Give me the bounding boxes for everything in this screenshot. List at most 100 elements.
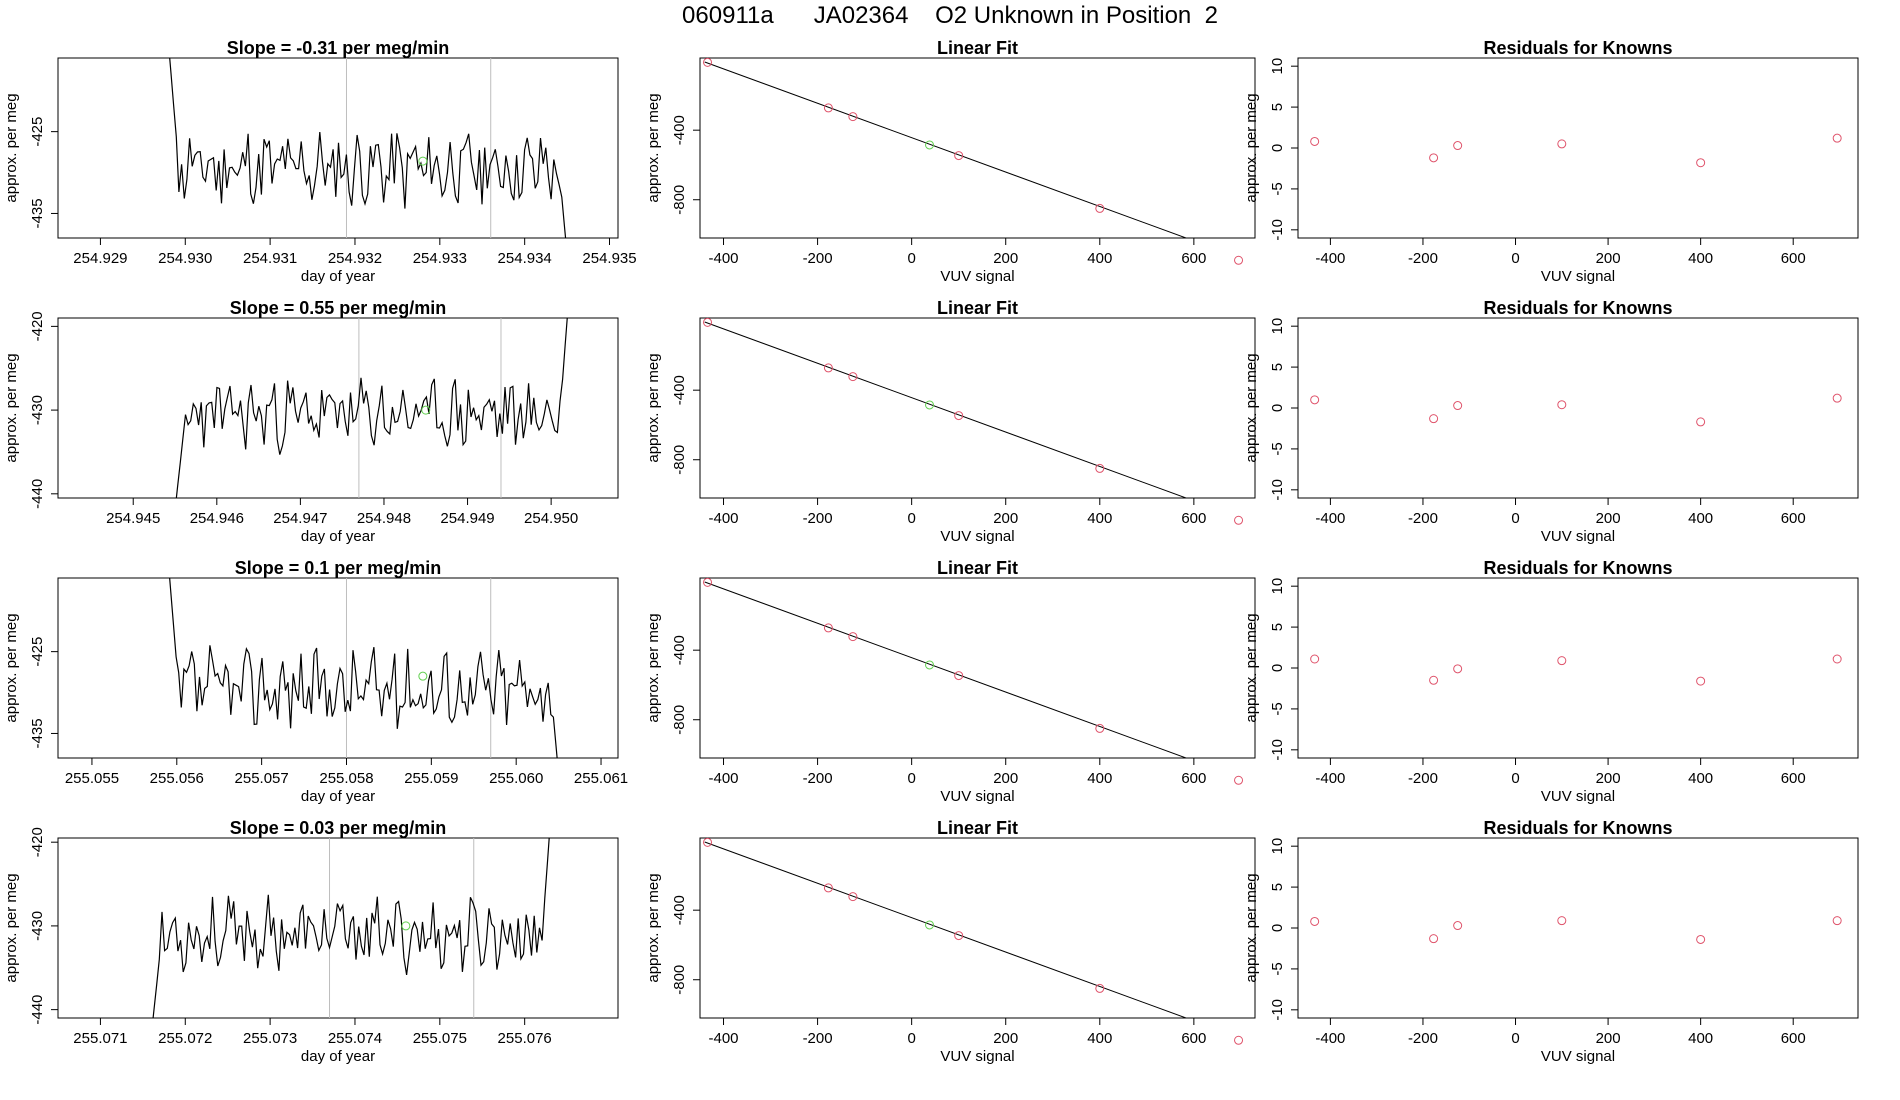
chart-panel-4: Slope = 0.55 per meg/min 254.945 254.946 25… [3,298,619,545]
y-tick-label: -425 [29,637,46,667]
y-tick-label: -10 [1269,739,1286,761]
x-tick-label: 254.935 [582,250,636,267]
known-point [1234,515,1244,525]
y-axis-label: approx. per meg [1243,353,1260,462]
x-tick-label: 400 [1087,1030,1112,1047]
known-point [848,632,858,642]
chart-panel-11: Linear Fit -400 -200 0 200 400 600 VUV signal -4… [645,818,1256,1065]
x-tick-label: -400 [1315,250,1345,267]
y-tick-label: 5 [1269,363,1286,371]
chart-title: Residuals for Knowns [1483,558,1672,578]
x-tick-label: -400 [1315,1030,1345,1047]
x-tick-label: 200 [993,1030,1018,1047]
x-tick-label: 255.076 [498,1030,552,1047]
x-tick-label: -200 [1408,1030,1438,1047]
known-point [1429,675,1439,685]
x-tick-label: -200 [803,1030,833,1047]
x-tick-label: 254.948 [357,510,411,527]
known-point [1696,158,1706,168]
x-tick-label: 0 [1511,770,1519,787]
x-tick-label: 254.929 [73,250,127,267]
x-axis-label: VUV signal [1541,528,1615,545]
known-point [1696,934,1706,944]
x-tick-label: 200 [993,770,1018,787]
plot-frame [1297,837,1859,1019]
x-tick-label: 255.075 [413,1030,467,1047]
known-point [703,837,713,847]
x-tick-label: 254.934 [498,250,552,267]
x-tick-label: -400 [709,1030,739,1047]
y-axis-label: approx. per meg [3,353,20,462]
x-tick-label: 200 [993,250,1018,267]
y-axis-label: approx. per meg [645,613,662,722]
x-tick-label: 400 [1688,250,1713,267]
x-tick-label: 400 [1688,1030,1713,1047]
y-tick-label: 10 [1269,318,1286,335]
known-point [954,151,964,161]
plot-frame [1297,317,1859,499]
y-tick-label: 0 [1269,144,1286,152]
x-tick-label: 200 [1596,770,1621,787]
y-tick-label: 5 [1269,883,1286,891]
plot-frame [699,57,1256,239]
x-tick-label: 400 [1688,770,1713,787]
known-point [1453,921,1463,931]
y-axis-label: approx. per meg [645,93,662,202]
x-tick-label: 400 [1087,770,1112,787]
y-tick-label: -5 [1269,442,1286,455]
known-point [1453,664,1463,674]
chart-panel-3: Residuals for Knowns -400 -200 0 200 400 600 VU… [1243,38,1859,285]
x-axis-label: VUV signal [1541,1048,1615,1065]
x-tick-label: 600 [1181,510,1206,527]
known-point [703,317,713,327]
x-tick-label: 254.931 [243,250,297,267]
x-tick-label: 600 [1781,770,1806,787]
y-tick-label: -430 [29,911,46,941]
y-tick-label: 10 [1269,578,1286,595]
x-tick-label: 600 [1781,250,1806,267]
x-tick-label: -400 [709,510,739,527]
x-tick-label: 254.946 [190,510,244,527]
x-tick-label: 255.072 [158,1030,212,1047]
chart-title: Residuals for Knowns [1483,298,1672,318]
x-axis-label: VUV signal [940,528,1014,545]
x-tick-label: 600 [1181,250,1206,267]
x-axis-label: VUV signal [1541,788,1615,805]
known-point [1557,139,1567,149]
known-point [1453,401,1463,411]
unknown-point [925,660,935,670]
x-tick-label: 0 [907,250,915,267]
y-tick-label: 10 [1269,58,1286,75]
chart-panel-5: Linear Fit -400 -200 0 200 400 600 VUV signal -4… [645,298,1256,545]
plot-frame [57,577,619,759]
x-tick-label: -200 [1408,770,1438,787]
known-point [703,577,713,587]
chart-title: Linear Fit [937,818,1018,838]
y-tick-label: -400 [671,375,688,405]
chart-panel-10: Slope = 0.03 per meg/min 255.071 255.072 25… [3,818,619,1065]
x-tick-label: -200 [803,250,833,267]
x-tick-label: 200 [1596,250,1621,267]
known-point [1453,141,1463,151]
x-tick-label: 254.930 [158,250,212,267]
x-axis-label: VUV signal [940,268,1014,285]
chart-title: Linear Fit [937,558,1018,578]
chart-panel-12: Residuals for Knowns -400 -200 0 200 400 600 VU… [1243,818,1859,1065]
y-tick-label: 5 [1269,103,1286,111]
y-tick-label: -800 [671,705,688,735]
x-axis-label: day of year [301,788,375,805]
chart-panel-9: Residuals for Knowns -400 -200 0 200 400 600 VU… [1243,558,1859,805]
chart-title: Residuals for Knowns [1483,818,1672,838]
unknown-point [925,920,935,930]
chart-title: Residuals for Knowns [1483,38,1672,58]
x-tick-label: 600 [1181,1030,1206,1047]
y-tick-label: 0 [1269,664,1286,672]
x-tick-label: 200 [1596,1030,1621,1047]
y-axis-label: approx. per meg [3,93,20,202]
chart-panel-7: Slope = 0.1 per meg/min 255.055 255.056 255… [3,558,628,805]
y-axis-label: approx. per meg [645,873,662,982]
x-tick-label: -200 [1408,510,1438,527]
y-axis-label: approx. per meg [1243,613,1260,722]
y-tick-label: -400 [671,895,688,925]
x-tick-label: 254.947 [273,510,327,527]
